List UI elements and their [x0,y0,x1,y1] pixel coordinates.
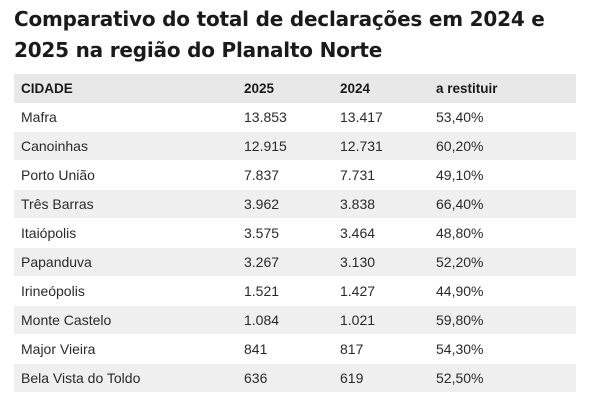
cell-2025: 12.915 [237,131,333,161]
cell-2024: 13.417 [333,103,429,132]
cell-a-restituir: 66,40% [429,189,576,219]
cell-2024: 3.838 [333,189,429,219]
column-header-2025: 2025 [237,74,333,103]
data-table: CIDADE 2025 2024 a restituir Mafra 13.853… [14,74,576,393]
cell-2024: 817 [333,334,429,364]
cell-2025: 3.962 [237,189,333,219]
cell-cidade: Irineópolis [14,276,237,306]
table-row: Papanduva 3.267 3.130 52,20% [14,247,576,277]
cell-2024: 1.021 [333,305,429,335]
column-header-2024: 2024 [333,74,429,103]
cell-2024: 1.427 [333,276,429,306]
cell-a-restituir: 49,10% [429,160,576,190]
cell-a-restituir: 48,80% [429,218,576,248]
column-header-cidade: CIDADE [14,74,237,103]
cell-cidade: Itaiópolis [14,218,237,248]
cell-2024: 3.130 [333,247,429,277]
chart-title: Comparativo do total de declarações em 2… [14,7,545,62]
cell-cidade: Major Vieira [14,334,237,364]
cell-2025: 636 [237,363,333,393]
cell-2025: 1.521 [237,276,333,306]
cell-2024: 7.731 [333,160,429,190]
cell-a-restituir: 54,30% [429,334,576,364]
table-row: Itaiópolis 3.575 3.464 48,80% [14,218,576,248]
cell-a-restituir: 53,40% [429,103,576,132]
column-header-a-restituir: a restituir [429,74,576,103]
cell-cidade: Três Barras [14,189,237,219]
table-row: Bela Vista do Toldo 636 619 52,50% [14,363,576,393]
table-row: Irineópolis 1.521 1.427 44,90% [14,276,576,306]
cell-cidade: Papanduva [14,247,237,277]
cell-2025: 3.575 [237,218,333,248]
table-row: Major Vieira 841 817 54,30% [14,334,576,364]
cell-a-restituir: 52,50% [429,363,576,393]
table-row: Porto União 7.837 7.731 49,10% [14,160,576,190]
cell-2024: 12.731 [333,131,429,161]
cell-2025: 13.853 [237,103,333,132]
cell-2025: 7.837 [237,160,333,190]
cell-2024: 619 [333,363,429,393]
cell-2025: 3.267 [237,247,333,277]
cell-a-restituir: 59,80% [429,305,576,335]
table-row: Mafra 13.853 13.417 53,40% [14,103,576,132]
cell-a-restituir: 44,90% [429,276,576,306]
table-row: Canoinhas 12.915 12.731 60,20% [14,131,576,161]
cell-2025: 1.084 [237,305,333,335]
cell-a-restituir: 52,20% [429,247,576,277]
cell-2025: 841 [237,334,333,364]
cell-cidade: Monte Castelo [14,305,237,335]
table-body: Mafra 13.853 13.417 53,40% Canoinhas 12.915 12… [14,103,576,393]
table-row: Monte Castelo 1.084 1.021 59,80% [14,305,576,335]
cell-a-restituir: 60,20% [429,131,576,161]
cell-cidade: Bela Vista do Toldo [14,363,237,393]
cell-cidade: Canoinhas [14,131,237,161]
cell-cidade: Porto União [14,160,237,190]
table-row: Três Barras 3.962 3.838 66,40% [14,189,576,219]
cell-cidade: Mafra [14,103,237,132]
table-header-row: CIDADE 2025 2024 a restituir [14,74,576,103]
cell-2024: 3.464 [333,218,429,248]
